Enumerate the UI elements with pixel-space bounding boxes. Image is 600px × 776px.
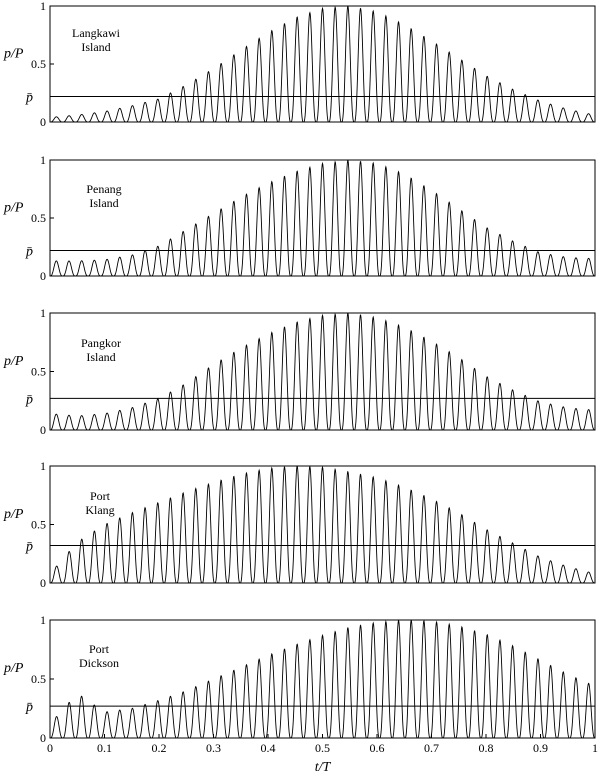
x-tick-label: 0.7: [424, 741, 439, 755]
y-tick-label: 0.5: [31, 365, 46, 379]
panel-frame: [49, 619, 596, 739]
station-label: Port: [89, 642, 110, 656]
station-label: Langkawi: [72, 26, 121, 40]
station-label: Island: [86, 350, 115, 364]
x-tick-label: 0.3: [206, 741, 221, 755]
x-tick-label: 0.5: [315, 741, 330, 755]
y-axis-label: p/P: [3, 507, 24, 522]
station-label: Penang: [86, 182, 121, 196]
y-tick-label: 0: [40, 269, 46, 283]
y-tick-label: 0: [40, 115, 46, 129]
mean-label: p̄: [25, 392, 33, 407]
y-axis-label: p/P: [3, 46, 24, 61]
panel-frame: [49, 5, 596, 123]
x-tick-label: 0: [47, 741, 53, 755]
y-tick-label: 1: [40, 459, 46, 473]
y-tick-label: 1: [40, 613, 46, 627]
mean-label: p̄: [25, 700, 33, 715]
x-axis-label: t/T: [315, 760, 332, 775]
y-tick-label: 1: [40, 153, 46, 167]
y-tick-label: 0.5: [31, 57, 46, 71]
x-tick-label: 0.4: [261, 741, 276, 755]
station-label: Island: [81, 40, 110, 54]
y-tick-label: 0: [40, 423, 46, 437]
y-tick-label: 1: [40, 306, 46, 320]
y-tick-label: 0: [40, 731, 46, 745]
panel-frame: [49, 465, 596, 584]
pressure-series-line: [49, 159, 596, 277]
y-tick-label: 0.5: [31, 518, 46, 532]
x-tick-label: 0.2: [152, 741, 167, 755]
station-label: Klang: [85, 503, 114, 517]
x-tick-label: 1: [592, 741, 598, 755]
mean-label: p̄: [25, 244, 33, 259]
x-tick-label: 0.8: [479, 741, 494, 755]
station-label: Dickson: [79, 656, 119, 670]
y-tick-label: 0: [40, 576, 46, 590]
y-axis-label: p/P: [3, 354, 24, 369]
pressure-series-line: [49, 465, 596, 584]
y-tick-label: 1: [40, 0, 46, 13]
x-tick-label: 0.1: [97, 741, 112, 755]
y-axis-label: p/P: [3, 661, 24, 676]
mean-label: p̄: [25, 90, 33, 105]
panel-frame: [49, 312, 596, 431]
mean-label: p̄: [25, 540, 33, 555]
pressure-series-line: [49, 619, 596, 739]
x-tick-label: 0.6: [370, 741, 385, 755]
x-tick-label: 0.9: [533, 741, 548, 755]
y-axis-label: p/P: [3, 200, 24, 215]
y-tick-label: 0.5: [31, 672, 46, 686]
pressure-series-line: [49, 312, 596, 431]
station-label: Pangkor: [81, 336, 121, 350]
station-label: Port: [90, 489, 111, 503]
y-tick-label: 0.5: [31, 211, 46, 225]
pressure-series-line: [50, 5, 595, 123]
panel-frame: [49, 159, 596, 277]
station-label: Island: [89, 196, 118, 210]
